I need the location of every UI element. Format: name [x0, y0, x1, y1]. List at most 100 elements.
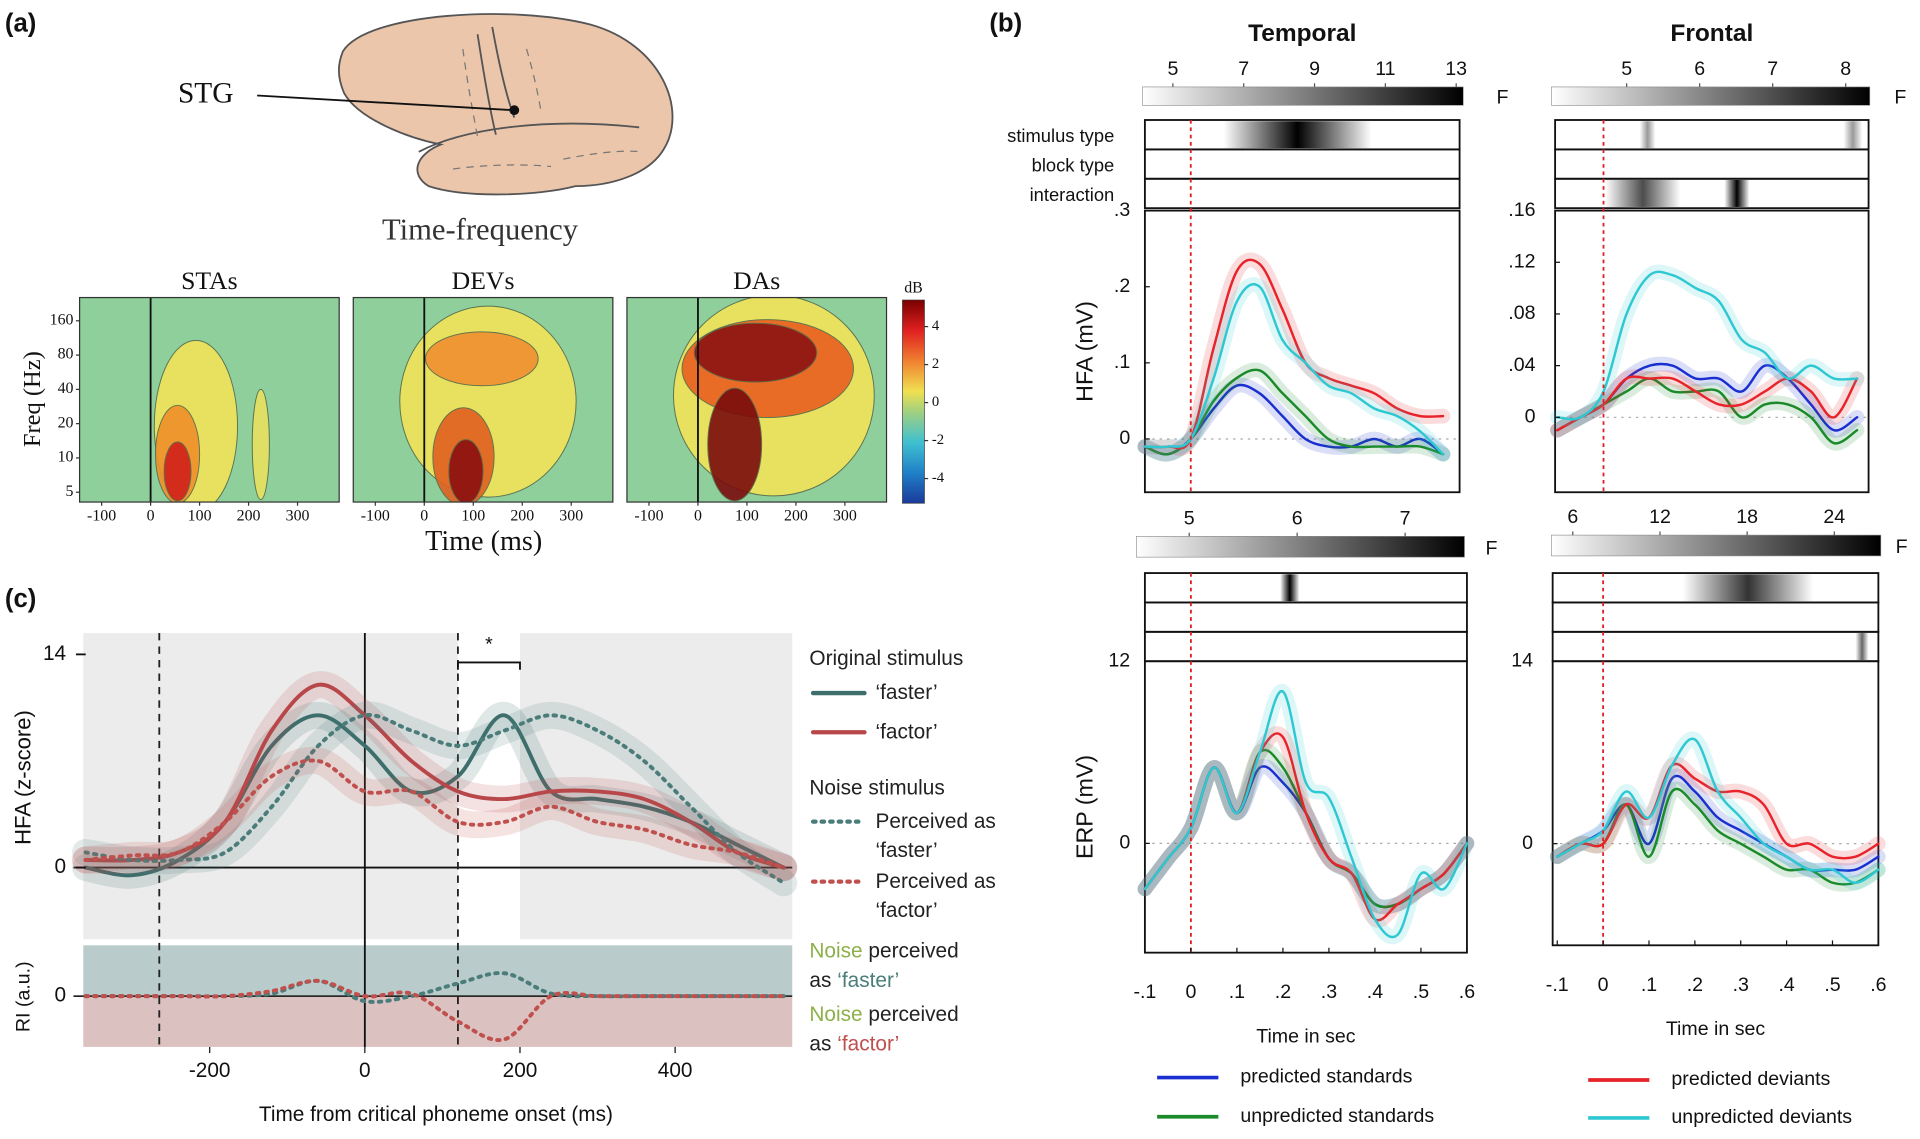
f-label: F	[1894, 87, 1906, 109]
x-tick-label: .3	[1733, 974, 1749, 996]
brain-drawing	[257, 13, 674, 196]
legend-label: Perceived as ‘factor’	[875, 869, 996, 923]
f-strip	[1554, 119, 1870, 151]
f-tick-label: 18	[1736, 506, 1758, 528]
f-strip	[1143, 630, 1468, 663]
heatmap-frame	[626, 296, 888, 503]
legend-text: perceived as	[809, 1002, 959, 1056]
heatmap-title: DAs	[733, 266, 780, 295]
legend-label: unpredicted standards	[1240, 1105, 1434, 1127]
f-tick-label: 9	[1309, 58, 1320, 80]
x-tick-label: 200	[503, 1059, 538, 1082]
legend-label: ‘faster’	[875, 680, 938, 705]
y-tick-label: 0	[55, 855, 67, 878]
y-tick-label: .16	[1508, 199, 1535, 221]
x-axis-label: Time (ms)	[425, 526, 542, 557]
x-tick-label: 300	[833, 507, 857, 524]
x-tick-label: 100	[735, 507, 759, 524]
heatmap-blob	[707, 387, 763, 502]
y-tick-label: 80	[58, 346, 74, 363]
f-tick-label: 5	[1167, 58, 1178, 80]
column-title: Frontal	[1670, 20, 1753, 47]
f-tick-label: 6	[1292, 507, 1303, 529]
y-tick-label: 0	[1119, 427, 1130, 449]
heatmap-blob	[693, 322, 818, 383]
legend-label: Perceived as ‘faster’	[875, 809, 996, 863]
x-tick-label: -100	[634, 507, 663, 524]
x-tick-label: .3	[1321, 981, 1337, 1003]
y-tick-label: .2	[1114, 275, 1130, 297]
x-tick-label: .2	[1275, 981, 1291, 1003]
x-axis-label: Time in sec	[1666, 1018, 1766, 1040]
f-tick-label: 6	[1694, 58, 1705, 80]
legend-entry: Noise perceived as ‘factor’	[809, 1000, 1012, 1059]
x-tick-label: -100	[87, 507, 116, 524]
x-tick-label: .1	[1641, 974, 1657, 996]
plot-frame	[1551, 660, 1880, 947]
series-line	[83, 682, 786, 870]
x-tick-label: 0	[1598, 974, 1609, 996]
x-tick-label: .4	[1778, 974, 1794, 996]
f-tick-label: 5	[1184, 507, 1195, 529]
x-tick-label: .4	[1367, 981, 1383, 1003]
y-axis-label: Freq (Hz)	[19, 351, 46, 447]
legend-word: ‘faster’	[837, 968, 900, 992]
strip-label: stimulus type	[1007, 125, 1114, 146]
x-tick-label: -100	[361, 507, 390, 524]
heatmap-blob	[448, 439, 484, 503]
panel-title: Time-frequency	[382, 213, 579, 247]
heatmap	[352, 296, 614, 503]
heatmap-title: DEVs	[452, 266, 515, 295]
heatmap-blob	[425, 331, 539, 387]
f-tick-label: 7	[1767, 58, 1778, 80]
f-colorbar	[1136, 536, 1465, 558]
heatmap-frame	[78, 296, 340, 503]
legend-prefix: Noise	[809, 939, 863, 963]
heatmap-blob	[163, 441, 192, 502]
f-label: F	[1485, 537, 1497, 559]
f-tick-label: 6	[1567, 506, 1578, 528]
series-line	[83, 713, 786, 885]
heatmap-body	[626, 297, 887, 503]
y-tick-label: 12	[1108, 649, 1130, 671]
significance-bracket	[457, 661, 521, 670]
legend-label: unpredicted deviants	[1671, 1106, 1852, 1128]
panel-label: (a)	[5, 9, 36, 37]
x-tick-label: -.1	[1133, 981, 1156, 1003]
plot-frame	[1143, 660, 1468, 954]
series-line	[83, 758, 786, 870]
y-axis-label: ERP (mV)	[1071, 755, 1097, 859]
y-tick-label: 40	[58, 380, 74, 397]
heatmap	[78, 296, 340, 503]
f-tick-label: 24	[1823, 506, 1845, 528]
panel-label: (b)	[989, 9, 1022, 37]
y-tick-label: .12	[1508, 250, 1535, 272]
y-tick-label: 5	[66, 483, 74, 500]
colorbar	[902, 299, 925, 504]
y-tick-label: 0	[1525, 405, 1536, 427]
column-title: Temporal	[1248, 20, 1356, 47]
plot-frame	[1554, 209, 1870, 494]
x-tick-label: -.1	[1546, 974, 1569, 996]
x-tick-label: 0	[1185, 981, 1196, 1003]
heatmap-body	[353, 297, 613, 503]
y-tick-label: 14	[43, 642, 66, 665]
f-colorbar	[1551, 86, 1871, 106]
series-line	[1143, 283, 1445, 456]
y-tick-label: .3	[1114, 199, 1130, 221]
y-axis-label: RI (a.u.)	[13, 961, 35, 1032]
x-tick-label: 0	[359, 1059, 371, 1082]
heatmap	[626, 296, 888, 503]
f-tick-label: 11	[1375, 58, 1395, 80]
f-strip-blob	[1280, 574, 1300, 602]
legend-label: predicted deviants	[1671, 1068, 1830, 1090]
series-line	[1556, 270, 1859, 421]
panel-label: (c)	[5, 585, 36, 613]
legend-word: ‘factor’	[837, 1032, 900, 1056]
f-colorbar	[1142, 86, 1464, 106]
plot-frame	[1143, 209, 1461, 494]
f-tick-label: 13	[1445, 58, 1467, 80]
f-tick-label: 8	[1840, 58, 1851, 80]
series-line	[1556, 737, 1880, 884]
